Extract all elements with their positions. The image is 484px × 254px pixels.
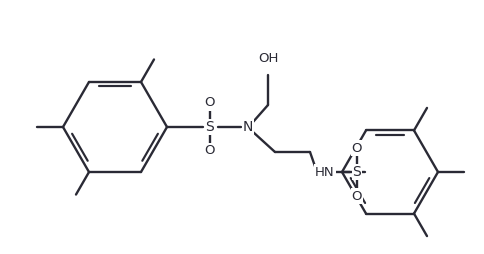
Text: S: S: [352, 165, 361, 179]
Text: O: O: [204, 145, 215, 157]
Text: O: O: [351, 189, 362, 202]
Text: HN: HN: [315, 166, 334, 179]
Text: O: O: [351, 141, 362, 154]
Text: S: S: [205, 120, 214, 134]
Text: OH: OH: [257, 52, 278, 65]
Text: N: N: [242, 120, 253, 134]
Text: O: O: [204, 97, 215, 109]
